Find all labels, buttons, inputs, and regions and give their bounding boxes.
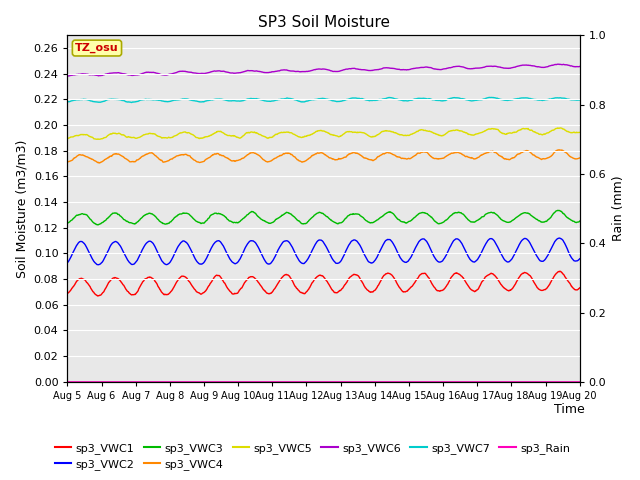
sp3_Rain xyxy=(403,379,410,384)
sp3_VWC7 xyxy=(470,97,478,103)
Line: sp3_VWC6: sp3_VWC6 xyxy=(67,64,580,76)
Title: SP3 Soil Moisture: SP3 Soil Moisture xyxy=(257,15,390,30)
sp3_VWC1 xyxy=(470,288,478,294)
sp3_VWC1 xyxy=(576,285,584,291)
Line: sp3_VWC4: sp3_VWC4 xyxy=(67,150,580,163)
sp3_VWC5 xyxy=(470,132,478,138)
sp3_VWC6 xyxy=(403,67,411,72)
sp3_VWC2 xyxy=(470,259,478,265)
sp3_VWC3 xyxy=(235,219,243,225)
sp3_VWC6 xyxy=(178,69,186,74)
sp3_VWC3 xyxy=(178,211,186,217)
sp3_VWC7 xyxy=(63,99,71,105)
sp3_VWC3 xyxy=(555,207,563,213)
sp3_VWC3 xyxy=(94,222,102,228)
sp3_Rain xyxy=(576,379,584,384)
sp3_VWC2 xyxy=(403,259,411,265)
sp3_VWC4 xyxy=(403,156,411,162)
sp3_VWC3 xyxy=(470,219,478,225)
sp3_VWC2 xyxy=(515,242,523,248)
sp3_VWC6 xyxy=(576,63,584,69)
sp3_VWC7 xyxy=(128,100,136,106)
sp3_VWC5 xyxy=(63,136,71,142)
sp3_VWC5 xyxy=(165,135,173,141)
sp3_VWC7 xyxy=(403,98,411,104)
sp3_VWC3 xyxy=(63,220,71,226)
sp3_VWC3 xyxy=(165,220,173,226)
sp3_VWC5 xyxy=(403,132,411,138)
Legend: sp3_VWC1, sp3_VWC2, sp3_VWC3, sp3_VWC4, sp3_VWC5, sp3_VWC6, sp3_VWC7, sp3_Rain: sp3_VWC1, sp3_VWC2, sp3_VWC3, sp3_VWC4, … xyxy=(51,438,575,474)
Line: sp3_VWC5: sp3_VWC5 xyxy=(67,128,580,139)
sp3_VWC4 xyxy=(95,160,103,166)
sp3_VWC3 xyxy=(403,220,411,226)
sp3_VWC2 xyxy=(63,260,71,265)
sp3_VWC4 xyxy=(165,157,173,163)
sp3_VWC7 xyxy=(235,98,243,104)
sp3_VWC1 xyxy=(63,291,71,297)
X-axis label: Time: Time xyxy=(554,403,585,416)
sp3_VWC1 xyxy=(94,293,102,299)
sp3_VWC1 xyxy=(556,268,564,274)
sp3_VWC7 xyxy=(488,95,495,100)
sp3_Rain xyxy=(235,379,243,384)
sp3_VWC4 xyxy=(515,151,523,156)
sp3_VWC7 xyxy=(165,98,173,104)
sp3_Rain xyxy=(63,379,71,384)
sp3_Rain xyxy=(515,379,523,384)
Y-axis label: Rain (mm): Rain (mm) xyxy=(612,176,625,241)
sp3_VWC6 xyxy=(64,73,72,79)
sp3_VWC4 xyxy=(63,159,71,165)
sp3_VWC5 xyxy=(235,135,243,141)
Text: TZ_osu: TZ_osu xyxy=(75,43,119,53)
sp3_VWC1 xyxy=(165,291,173,297)
Line: sp3_VWC3: sp3_VWC3 xyxy=(67,210,580,225)
sp3_VWC5 xyxy=(576,130,584,135)
Line: sp3_VWC2: sp3_VWC2 xyxy=(67,238,580,265)
sp3_VWC1 xyxy=(235,288,243,294)
sp3_VWC7 xyxy=(516,96,524,101)
sp3_VWC7 xyxy=(576,97,584,103)
sp3_VWC3 xyxy=(515,213,523,218)
sp3_VWC2 xyxy=(165,260,173,266)
sp3_VWC4 xyxy=(178,152,186,157)
sp3_VWC5 xyxy=(557,125,564,131)
sp3_VWC2 xyxy=(555,235,563,241)
Line: sp3_VWC7: sp3_VWC7 xyxy=(67,97,580,103)
Line: sp3_VWC1: sp3_VWC1 xyxy=(67,271,580,296)
sp3_VWC6 xyxy=(63,73,71,79)
sp3_VWC2 xyxy=(576,256,584,262)
sp3_VWC5 xyxy=(94,136,102,142)
sp3_VWC7 xyxy=(178,96,186,102)
sp3_VWC3 xyxy=(576,218,584,224)
sp3_VWC4 xyxy=(576,155,584,161)
sp3_VWC4 xyxy=(235,157,243,163)
sp3_VWC4 xyxy=(556,147,563,153)
sp3_Rain xyxy=(470,379,477,384)
sp3_VWC5 xyxy=(515,127,523,133)
sp3_Rain xyxy=(177,379,185,384)
sp3_VWC6 xyxy=(235,70,243,76)
sp3_VWC6 xyxy=(165,72,173,77)
sp3_VWC1 xyxy=(515,274,523,280)
sp3_VWC1 xyxy=(178,273,186,279)
sp3_VWC2 xyxy=(94,262,102,268)
sp3_VWC2 xyxy=(235,257,243,263)
sp3_VWC2 xyxy=(178,239,186,245)
sp3_VWC1 xyxy=(403,288,411,294)
sp3_VWC5 xyxy=(178,130,186,136)
sp3_VWC6 xyxy=(515,63,523,69)
sp3_VWC4 xyxy=(470,156,478,162)
sp3_VWC6 xyxy=(554,61,562,67)
sp3_VWC6 xyxy=(470,66,478,72)
Y-axis label: Soil Moisture (m3/m3): Soil Moisture (m3/m3) xyxy=(15,139,28,278)
sp3_Rain xyxy=(165,379,173,384)
